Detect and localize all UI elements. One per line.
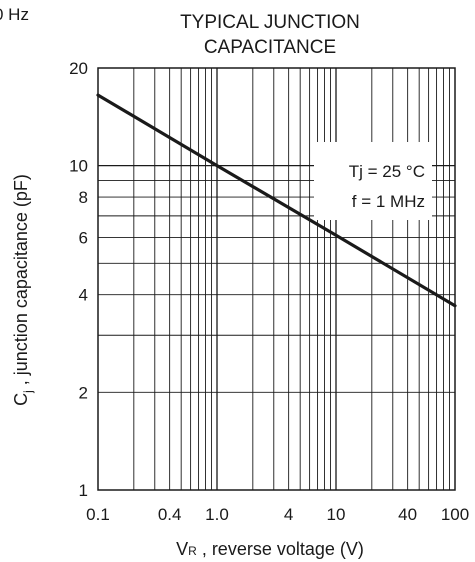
- x-tick-label: 0.4: [158, 505, 182, 524]
- y-tick-label: 2: [79, 383, 88, 402]
- y-tick-label: 8: [79, 188, 88, 207]
- x-tick-label: 40: [398, 505, 417, 524]
- y-tick-label: 6: [79, 229, 88, 248]
- x-tick-label: 10: [327, 505, 346, 524]
- x-tick-labels: 0.1 0.4 1.0 4 10 40 100: [86, 505, 469, 524]
- y-tick-labels: 1 2 4 6 8 10 20: [69, 59, 88, 500]
- y-axis-label: Cj , junction capacitance (pF): [11, 174, 35, 406]
- y-axis-label-sub: j: [21, 390, 35, 394]
- y-axis-label-rest: , junction capacitance (pF): [11, 174, 31, 390]
- y-tick-label: 1: [79, 481, 88, 500]
- chart-title-line-2: CAPACITANCE: [204, 37, 336, 58]
- x-axis-label-sub: R: [188, 544, 197, 558]
- plot-frame: [97, 67, 456, 491]
- legend-box: [314, 142, 432, 220]
- x-tick-label: 4: [284, 505, 293, 524]
- annotation-frequency: f = 1 MHz: [352, 192, 425, 211]
- x-axis-label: VR , reverse voltage (V): [176, 539, 364, 559]
- capacitance-curve: [96, 93, 457, 308]
- grid-lines: [98, 68, 455, 490]
- y-axis-label-main: C: [11, 393, 31, 406]
- chart-title-line-1: TYPICAL JUNCTION: [180, 12, 360, 33]
- y-tick-label: 10: [69, 157, 88, 176]
- y-tick-label: 4: [79, 286, 88, 305]
- series-layer: [96, 93, 457, 308]
- x-axis-label-rest: , reverse voltage (V): [197, 539, 364, 559]
- header-fragment: 0 Hz: [0, 5, 29, 24]
- x-axis-label-main: V: [176, 539, 188, 559]
- y-tick-label: 20: [69, 59, 88, 78]
- x-tick-label: 100: [441, 505, 469, 524]
- annotation-temperature: Tj = 25 °C: [349, 162, 425, 181]
- x-tick-label: 1.0: [205, 505, 229, 524]
- x-tick-label: 0.1: [86, 505, 110, 524]
